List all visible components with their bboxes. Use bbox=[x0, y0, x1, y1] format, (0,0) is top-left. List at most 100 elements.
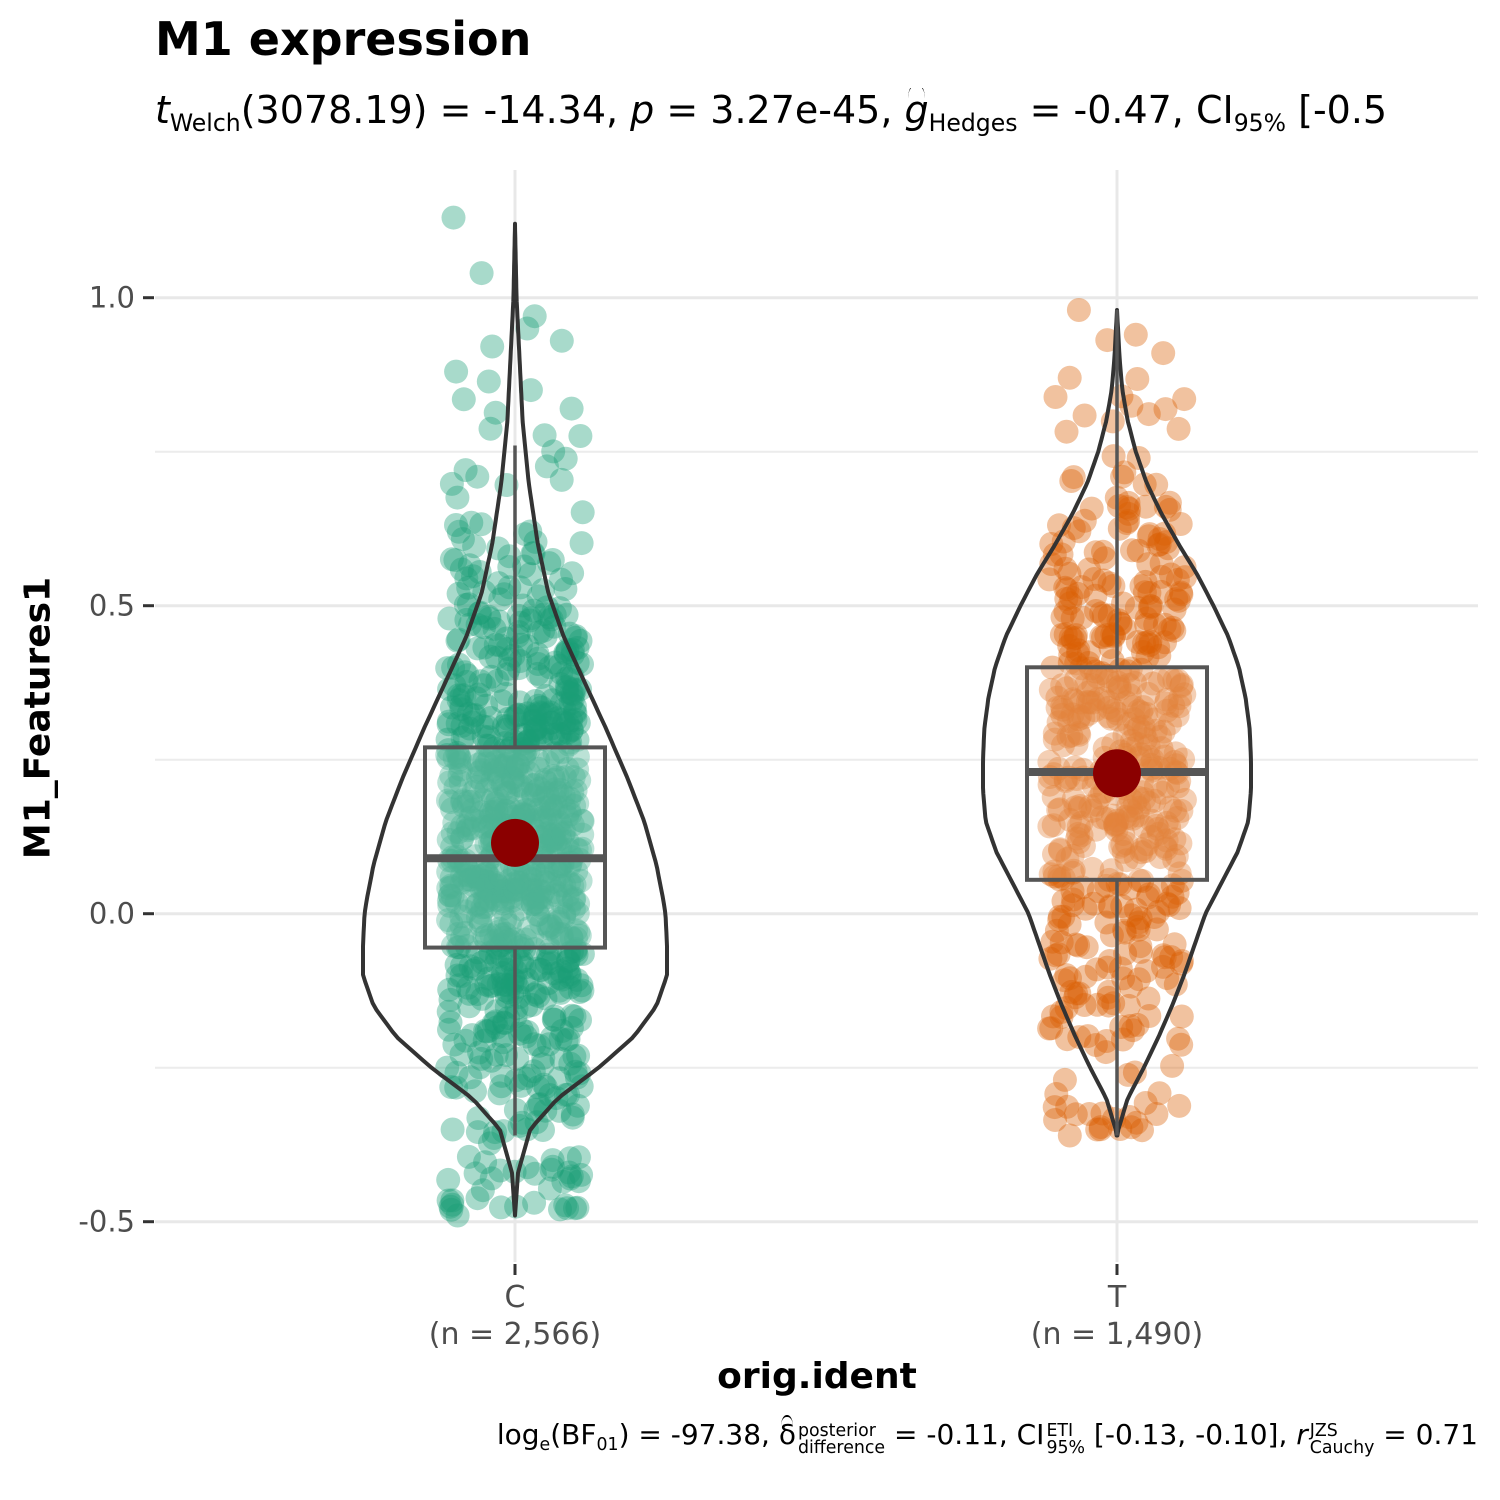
data-point bbox=[1068, 794, 1092, 818]
data-point bbox=[1109, 1015, 1134, 1039]
data-point bbox=[1044, 1082, 1069, 1106]
data-point bbox=[436, 788, 460, 813]
data-point bbox=[548, 836, 573, 860]
r-sup: JZS bbox=[1309, 1421, 1338, 1442]
data-point bbox=[473, 869, 498, 894]
data-point bbox=[536, 914, 561, 939]
data-point bbox=[548, 672, 573, 696]
data-point bbox=[1071, 705, 1096, 730]
data-point bbox=[462, 702, 487, 727]
data-point bbox=[1091, 568, 1116, 593]
data-point bbox=[570, 652, 594, 677]
ci-sub: 95% bbox=[1233, 109, 1287, 138]
data-point bbox=[525, 862, 550, 887]
data-point bbox=[532, 785, 557, 810]
data-point bbox=[465, 464, 490, 489]
data-point bbox=[541, 1007, 566, 1032]
data-point bbox=[1114, 831, 1139, 856]
data-point bbox=[464, 864, 489, 889]
data-point bbox=[458, 805, 483, 830]
data-point bbox=[1152, 945, 1177, 970]
data-point bbox=[1072, 403, 1097, 428]
data-point bbox=[1041, 813, 1066, 838]
data-point bbox=[557, 965, 582, 989]
data-point bbox=[1142, 788, 1167, 813]
outlier-point bbox=[441, 205, 466, 230]
data-point bbox=[1103, 812, 1128, 837]
data-point bbox=[547, 966, 572, 990]
data-point bbox=[446, 743, 471, 768]
data-point bbox=[536, 702, 560, 727]
data-point bbox=[489, 922, 514, 947]
data-point bbox=[566, 1145, 591, 1170]
data-point bbox=[1069, 810, 1094, 835]
data-point bbox=[567, 768, 592, 793]
data-point bbox=[526, 652, 551, 676]
data-point bbox=[1061, 887, 1086, 912]
data-point bbox=[1147, 527, 1172, 551]
data-point bbox=[1120, 1018, 1145, 1043]
data-point bbox=[508, 649, 533, 674]
data-point bbox=[539, 823, 564, 848]
data-point bbox=[1073, 896, 1098, 921]
data-point bbox=[463, 808, 488, 833]
data-point bbox=[553, 446, 578, 471]
data-point bbox=[1037, 772, 1062, 797]
data-point bbox=[485, 668, 510, 693]
data-point bbox=[520, 877, 545, 902]
data-point bbox=[557, 870, 582, 895]
data-point bbox=[520, 892, 545, 916]
data-point bbox=[1155, 966, 1180, 991]
data-point bbox=[552, 820, 577, 845]
data-point bbox=[569, 1074, 594, 1099]
data-point bbox=[437, 606, 462, 631]
chart-caption: loge(BF01) = -97.38, δ posterior differenc… bbox=[497, 1414, 1478, 1457]
data-point bbox=[541, 826, 566, 851]
data-point bbox=[469, 901, 494, 926]
data-point bbox=[508, 897, 533, 922]
data-point bbox=[455, 863, 480, 888]
data-point bbox=[527, 878, 552, 903]
data-point bbox=[472, 925, 497, 949]
data-point bbox=[436, 888, 461, 913]
data-point bbox=[445, 711, 470, 736]
data-point bbox=[447, 744, 472, 769]
data-point bbox=[530, 895, 554, 920]
data-point bbox=[484, 888, 509, 913]
data-point bbox=[1147, 1081, 1172, 1106]
data-point bbox=[1144, 1102, 1169, 1126]
data-point bbox=[1126, 967, 1151, 992]
outlier-point bbox=[444, 359, 469, 384]
data-point bbox=[563, 1059, 588, 1084]
data-point bbox=[1089, 601, 1114, 626]
data-point bbox=[436, 999, 461, 1024]
data-point bbox=[457, 981, 482, 1006]
data-point bbox=[484, 857, 509, 882]
data-point bbox=[1148, 724, 1172, 749]
data-point bbox=[543, 777, 568, 802]
data-point bbox=[506, 799, 531, 824]
data-point bbox=[1116, 1062, 1140, 1087]
data-point bbox=[1167, 694, 1192, 719]
data-point bbox=[1074, 672, 1099, 697]
data-point bbox=[1045, 695, 1070, 720]
data-point bbox=[1124, 1110, 1149, 1135]
data-point bbox=[545, 706, 570, 731]
data-point bbox=[521, 883, 545, 908]
data-point bbox=[512, 554, 537, 579]
data-point bbox=[1083, 1033, 1108, 1057]
data-point bbox=[494, 781, 519, 806]
data-point bbox=[462, 748, 487, 773]
data-point bbox=[554, 602, 579, 627]
data-point bbox=[436, 859, 461, 884]
data-point bbox=[450, 527, 475, 552]
data-point bbox=[539, 716, 564, 741]
data-point bbox=[1096, 695, 1121, 720]
data-point bbox=[474, 751, 499, 776]
data-point bbox=[436, 709, 461, 734]
data-point bbox=[468, 669, 493, 694]
data-point bbox=[453, 592, 478, 617]
data-point bbox=[517, 608, 542, 633]
data-point bbox=[437, 893, 462, 918]
data-point bbox=[505, 702, 530, 727]
